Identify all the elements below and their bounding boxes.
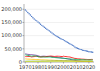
- point: [72, 44, 73, 45]
- point: [92, 52, 93, 53]
- tick-label: 2000: [57, 64, 70, 70]
- point: [83, 50, 84, 51]
- point: [44, 27, 45, 28]
- point: [33, 18, 34, 19]
- point: [78, 48, 79, 49]
- point: [84, 50, 85, 51]
- point: [39, 22, 40, 23]
- point: [81, 49, 82, 50]
- point: [79, 49, 80, 50]
- point: [82, 49, 83, 50]
- point: [42, 25, 43, 26]
- point: [56, 36, 57, 37]
- point: [55, 35, 56, 36]
- point: [75, 47, 76, 48]
- point: [35, 19, 36, 20]
- point: [64, 40, 65, 41]
- x-axis: [24, 62, 94, 63]
- point: [86, 50, 87, 51]
- point: [28, 13, 29, 14]
- tick-label: 50,000: [5, 46, 23, 52]
- grid-line: [24, 9, 94, 10]
- tick-label: 200,000: [1, 6, 22, 12]
- point: [25, 9, 26, 10]
- chart: 050,000100,000150,000200,000197019801990…: [0, 0, 100, 71]
- grid-line: [24, 48, 94, 49]
- point: [47, 29, 48, 30]
- point: [77, 48, 78, 49]
- point: [49, 30, 50, 31]
- point: [31, 16, 32, 17]
- point: [87, 50, 88, 51]
- point: [36, 20, 37, 21]
- plot-area: [25, 9, 94, 62]
- series-line: [25, 60, 92, 61]
- point: [88, 51, 89, 52]
- point: [41, 25, 42, 26]
- y-axis: [24, 4, 25, 62]
- point: [30, 14, 31, 15]
- point: [61, 39, 62, 40]
- tick-label: 1970: [19, 64, 32, 70]
- grid-line: [24, 62, 94, 63]
- point: [53, 33, 54, 34]
- point: [73, 45, 74, 46]
- point: [69, 43, 70, 44]
- series-line: [25, 59, 92, 61]
- point: [67, 42, 68, 43]
- point: [27, 12, 28, 13]
- point: [59, 37, 60, 38]
- tick-label: 1980: [32, 64, 45, 70]
- point: [32, 17, 33, 18]
- tick-label: 1990: [44, 64, 57, 70]
- tick-label: 100,000: [1, 32, 22, 38]
- point: [40, 24, 41, 25]
- point: [60, 38, 61, 39]
- point: [58, 37, 59, 38]
- point: [37, 21, 38, 22]
- point: [70, 44, 71, 45]
- tick-label: 2010: [70, 64, 83, 70]
- tick-label: 150,000: [1, 19, 22, 25]
- point: [54, 34, 55, 35]
- point: [46, 29, 47, 30]
- point: [89, 51, 90, 52]
- series-line: [25, 61, 92, 62]
- point: [45, 28, 46, 29]
- series-line: [25, 54, 92, 62]
- point: [65, 41, 66, 42]
- grid-line: [24, 35, 94, 36]
- tick-label: 2020: [83, 64, 96, 70]
- point: [91, 51, 92, 52]
- point: [50, 31, 51, 32]
- point: [63, 39, 64, 40]
- point: [51, 32, 52, 33]
- grid-line: [24, 22, 94, 23]
- point: [68, 42, 69, 43]
- point: [26, 10, 27, 11]
- point: [74, 46, 75, 47]
